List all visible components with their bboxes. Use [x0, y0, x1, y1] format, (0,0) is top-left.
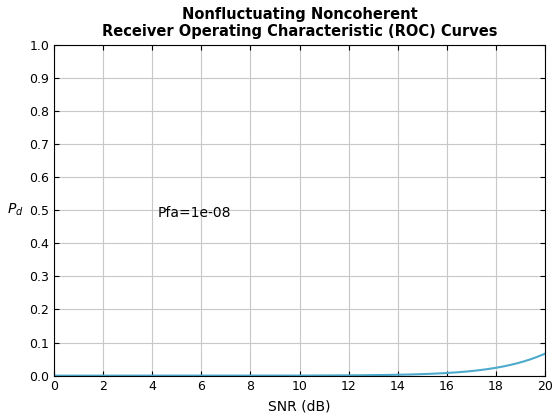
X-axis label: SNR (dB): SNR (dB) [268, 399, 331, 413]
Text: Pfa=1e-08: Pfa=1e-08 [157, 206, 231, 220]
Title: Nonfluctuating Noncoherent
Receiver Operating Characteristic (ROC) Curves: Nonfluctuating Noncoherent Receiver Oper… [102, 7, 497, 39]
Y-axis label: $P_d$: $P_d$ [7, 202, 24, 218]
